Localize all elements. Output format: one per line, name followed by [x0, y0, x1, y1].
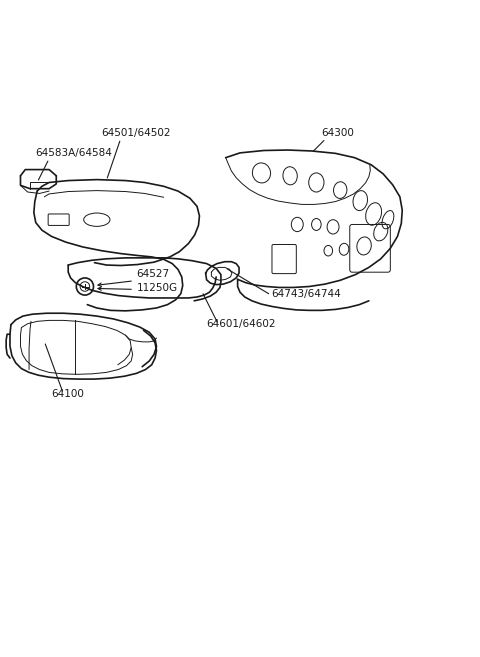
Text: 64501/64502: 64501/64502 — [102, 127, 171, 137]
Text: 64743/64744: 64743/64744 — [271, 289, 341, 299]
Text: 64527: 64527 — [136, 269, 169, 279]
Text: 64601/64602: 64601/64602 — [206, 319, 276, 328]
Text: 11250G: 11250G — [136, 283, 178, 293]
Text: 64583A/64584: 64583A/64584 — [35, 148, 112, 158]
Text: 64300: 64300 — [321, 127, 354, 137]
Text: 64100: 64100 — [51, 389, 84, 399]
